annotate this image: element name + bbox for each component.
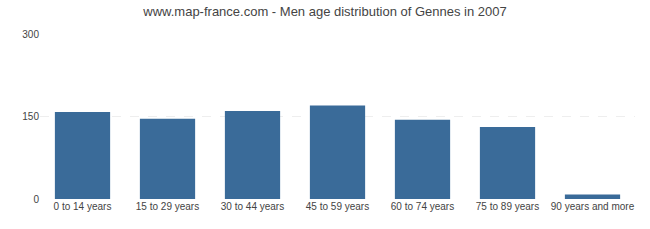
svg-text:75 to 89 years: 75 to 89 years [476, 201, 539, 212]
svg-text:90 years and more: 90 years and more [551, 201, 635, 212]
svg-text:0 to 14 years: 0 to 14 years [54, 201, 112, 212]
svg-text:0: 0 [33, 194, 39, 205]
svg-text:www.map-france.com - Men age d: www.map-france.com - Men age distributio… [142, 4, 506, 19]
svg-text:300: 300 [22, 29, 39, 40]
svg-text:15 to 29 years: 15 to 29 years [136, 201, 199, 212]
svg-text:45 to 59 years: 45 to 59 years [306, 201, 369, 212]
svg-text:30 to 44 years: 30 to 44 years [221, 201, 284, 212]
svg-text:150: 150 [22, 111, 39, 122]
svg-text:60 to 74 years: 60 to 74 years [391, 201, 454, 212]
